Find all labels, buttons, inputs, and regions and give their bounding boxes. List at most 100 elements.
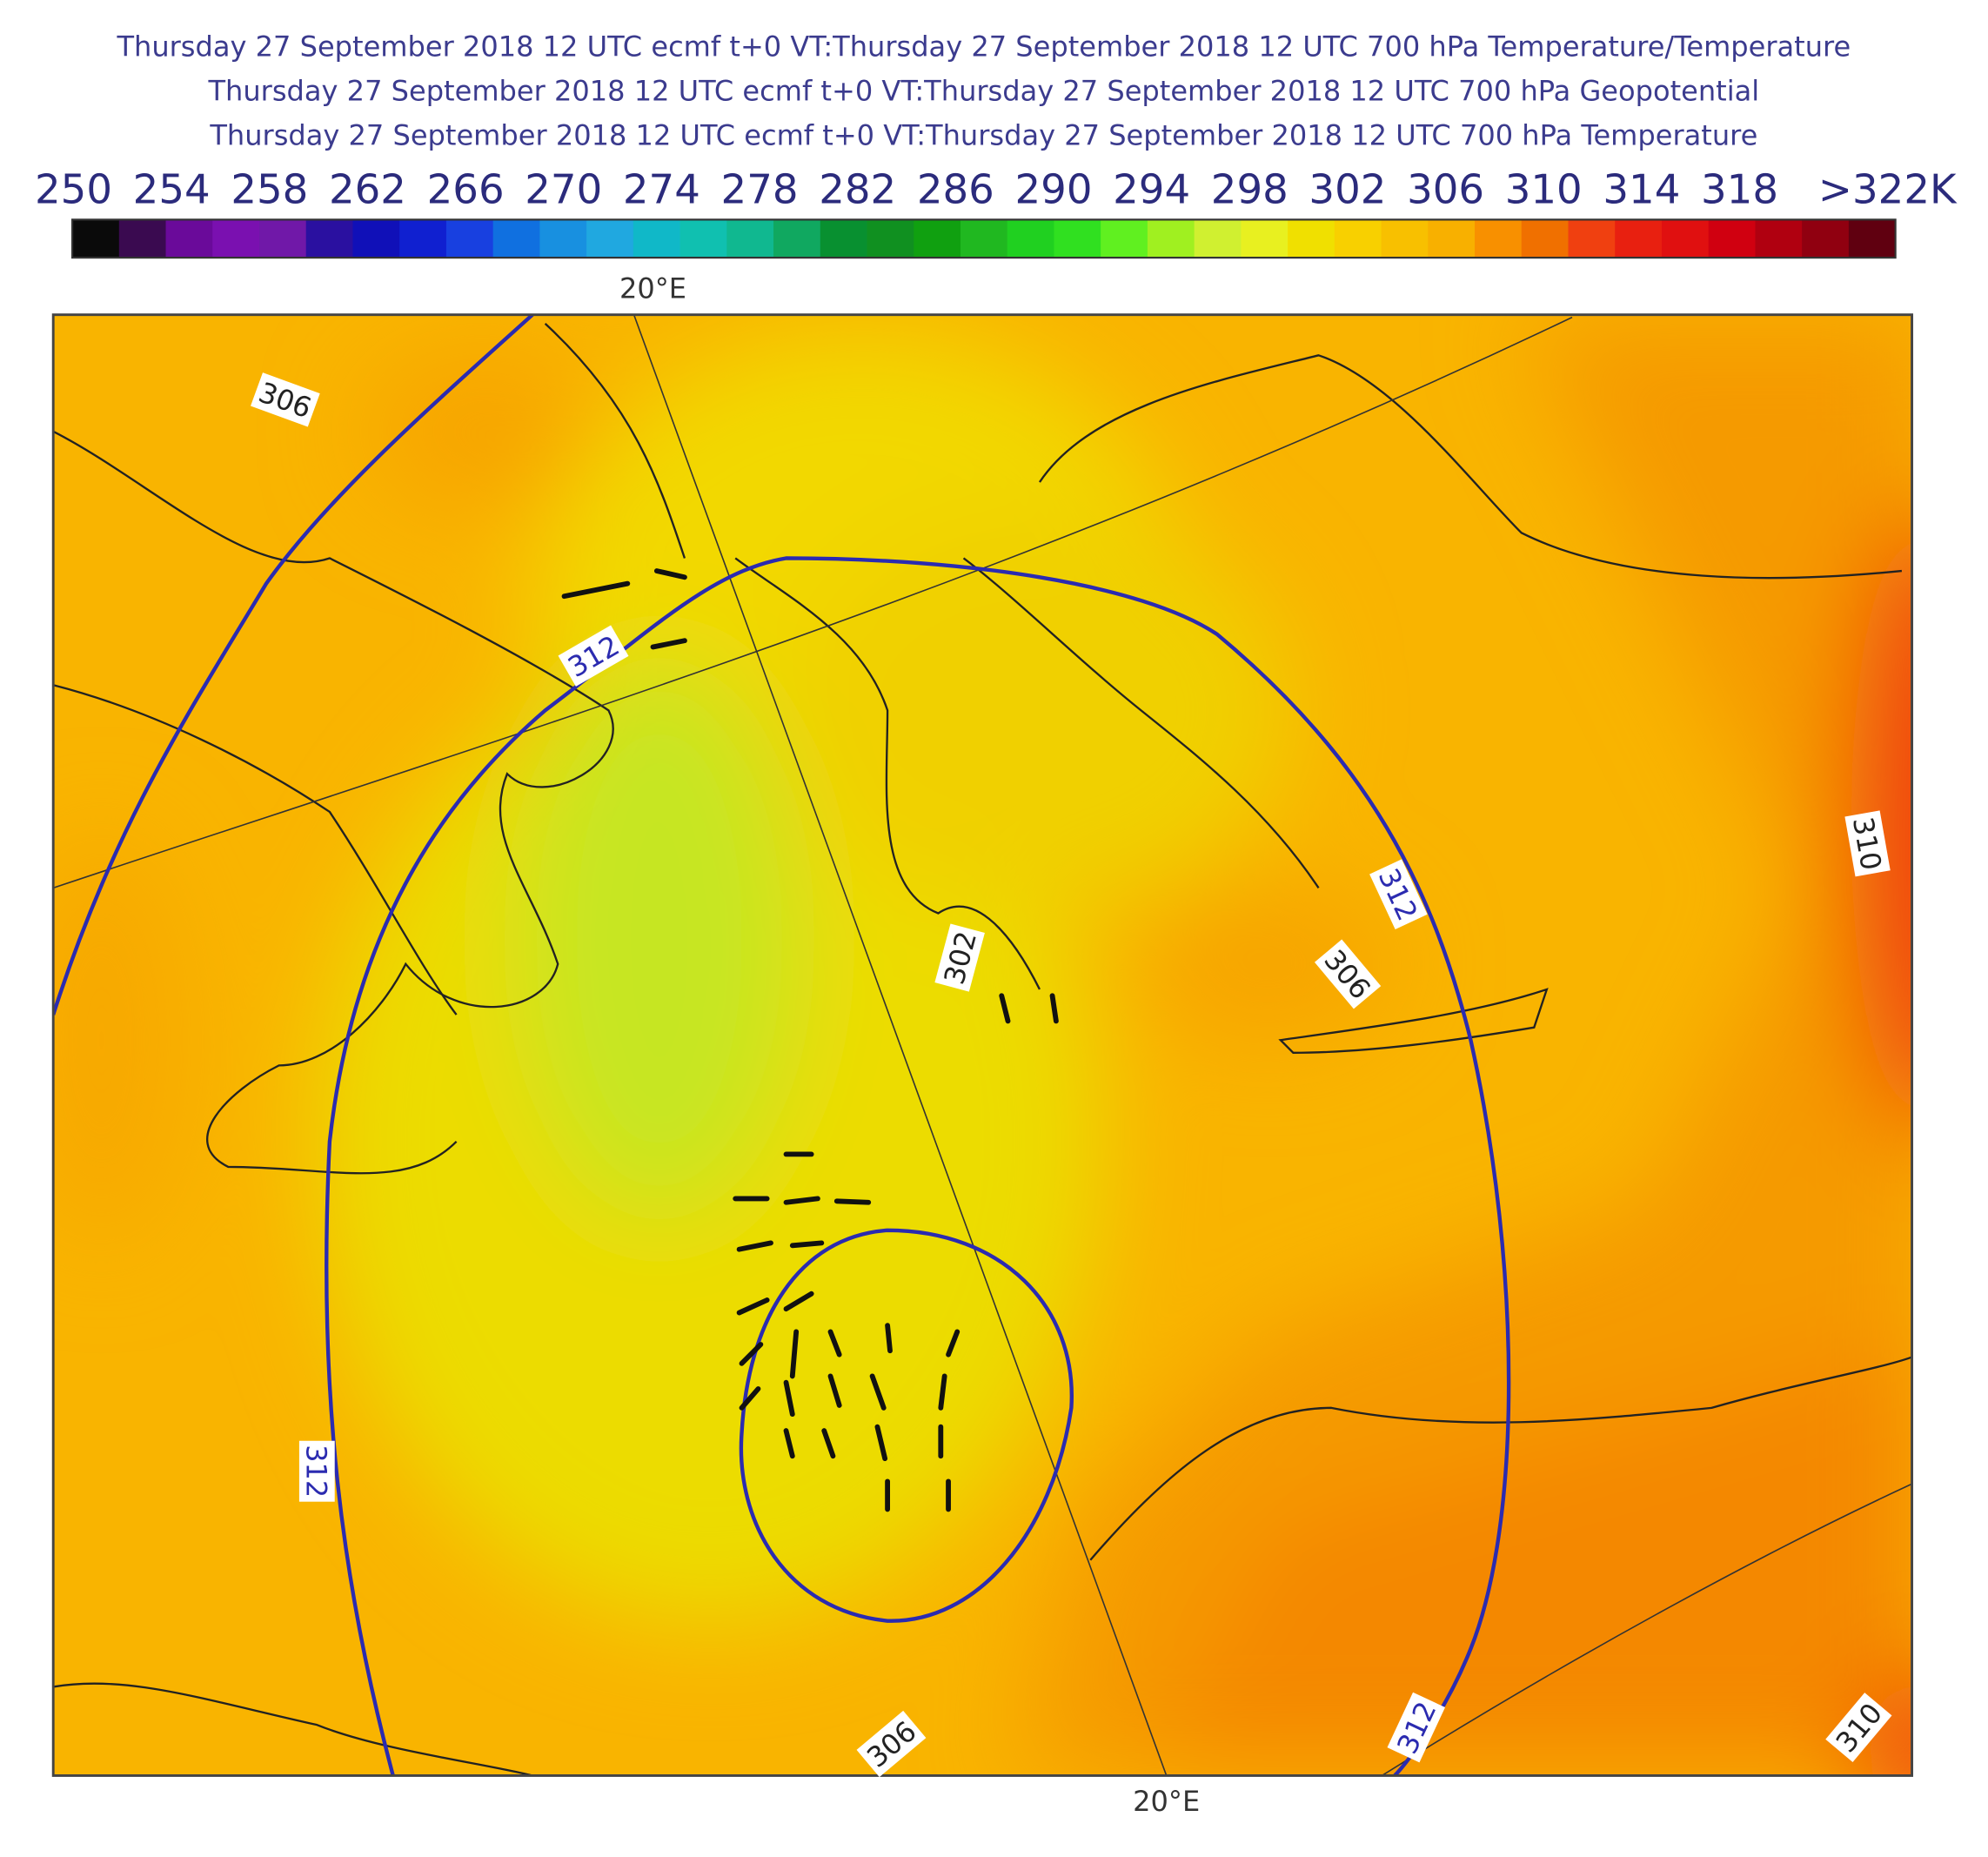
colorbar-label: 310: [1505, 165, 1583, 212]
contour-label-text: 312: [300, 1445, 333, 1498]
colorbar-label: 298: [1211, 165, 1289, 212]
wind-arrows: [561, 568, 1059, 1512]
colorbar-segment: [399, 219, 447, 258]
colorbar-label: 286: [917, 165, 994, 212]
colorbar-label: 250: [35, 165, 112, 212]
wind-arrow: [1049, 993, 1059, 1024]
wind-arrow: [946, 1329, 961, 1358]
colorbar-segment: [1848, 219, 1897, 258]
colorbar-segment: [539, 219, 587, 258]
colorbar-label: 302: [1309, 165, 1386, 212]
colorbar-label: 282: [819, 165, 896, 212]
contour-label-box: [1314, 939, 1382, 1009]
colorbar-segment: [1802, 219, 1850, 258]
geopotential-contours: [53, 314, 1511, 1776]
colorbar-segment: [1568, 219, 1616, 258]
graticule: [53, 314, 1912, 1776]
colorbar-segment: [1521, 219, 1570, 258]
contour-label-box: [298, 1440, 335, 1502]
map: [53, 314, 1912, 1776]
colorbar-segment: [726, 219, 774, 258]
colorbar-segment: [445, 219, 494, 258]
colorbar-label: 290: [1014, 165, 1092, 212]
colorbar-label: 262: [329, 165, 406, 212]
colorbar-segment: [1101, 219, 1148, 258]
colorbar: [70, 218, 1897, 259]
contour-label-box: [558, 625, 629, 687]
colorbar-segment: [72, 219, 120, 258]
colorbar-segment: [1054, 219, 1101, 258]
colorbar-segment: [586, 219, 634, 258]
colorbar-label: 274: [623, 165, 700, 212]
colorbar-segment: [1007, 219, 1055, 258]
wind-arrow: [999, 993, 1011, 1024]
colorbar-segment: [633, 219, 681, 258]
colorbar-label: >322K: [1818, 165, 1958, 212]
coastlines: [53, 323, 1912, 1776]
wind-arrow: [736, 1297, 770, 1316]
colorbar-label: 278: [721, 165, 799, 212]
colorbar-segment: [1147, 219, 1195, 258]
colorbar-segment: [1615, 219, 1663, 258]
colorbar-segment: [1288, 219, 1335, 258]
wind-arrow: [789, 1240, 825, 1249]
colorbar-segment: [352, 219, 400, 258]
colorbar-segment: [1194, 219, 1242, 258]
header-line: Thursday 27 September 2018 12 UTC ecmf t…: [116, 30, 1851, 63]
colorbar-segment: [867, 219, 914, 258]
wind-arrow: [789, 1329, 800, 1379]
wind-arrow: [739, 1342, 764, 1366]
wind-arrow: [938, 1373, 947, 1411]
wind-arrow: [783, 1379, 795, 1418]
wind-arrow: [653, 568, 687, 580]
colorbar-segment: [1241, 219, 1289, 258]
colorbar-label: 306: [1407, 165, 1484, 212]
contour-label-box: [251, 372, 320, 427]
longitude-label: 20°E: [1133, 1785, 1200, 1818]
colorbar-segment: [1661, 219, 1710, 258]
colorbar-segment: [1708, 219, 1757, 258]
colorbar-segment: [1428, 219, 1476, 258]
colorbar-segment: [118, 219, 167, 258]
wind-arrow: [827, 1329, 842, 1358]
colorbar-label: 294: [1113, 165, 1190, 212]
longitude-label: 20°E: [619, 272, 686, 305]
wind-arrow: [739, 1386, 761, 1411]
colorbar-segment: [960, 219, 1008, 258]
wind-arrow: [783, 1428, 795, 1459]
colorbar-segment: [212, 219, 260, 258]
colorbar-label: 258: [231, 165, 308, 212]
contour-label-box: [1369, 859, 1428, 929]
wind-arrow: [821, 1428, 836, 1459]
colorbar-segment: [1755, 219, 1803, 258]
colorbar-label: 314: [1603, 165, 1680, 212]
colorbar-segment: [1381, 219, 1429, 258]
colorbar-label: 254: [133, 165, 211, 212]
map-frame: [51, 313, 1914, 1777]
colorbar-segment: [1334, 219, 1382, 258]
colorbar-label: 270: [525, 165, 602, 212]
contour-label-box: [934, 923, 985, 992]
colorbar-segment: [165, 219, 213, 258]
colorbar-segment: [258, 219, 307, 258]
colorbar-segment: [492, 219, 541, 258]
contour-label-box: [1844, 810, 1891, 877]
header-line: Thursday 27 September 2018 12 UTC ecmf t…: [207, 74, 1759, 107]
colorbar-label: 318: [1701, 165, 1778, 212]
contour-label: 312: [298, 1440, 335, 1502]
wind-arrow: [650, 638, 687, 650]
wind-arrow: [885, 1323, 893, 1354]
colorbar-segment: [679, 219, 728, 258]
colorbar-segment: [914, 219, 961, 258]
contour-label-box: [856, 1710, 927, 1778]
wind-arrow: [869, 1373, 887, 1411]
colorbar-segment: [773, 219, 821, 258]
wind-arrow: [833, 1198, 872, 1205]
wind-arrow: [561, 580, 631, 600]
colorbar-segment: [1475, 219, 1523, 258]
wind-arrow: [783, 1291, 814, 1312]
contour-label: 310: [1844, 810, 1891, 877]
wind-arrow: [783, 1196, 820, 1205]
colorbar-frame: [70, 218, 1897, 259]
